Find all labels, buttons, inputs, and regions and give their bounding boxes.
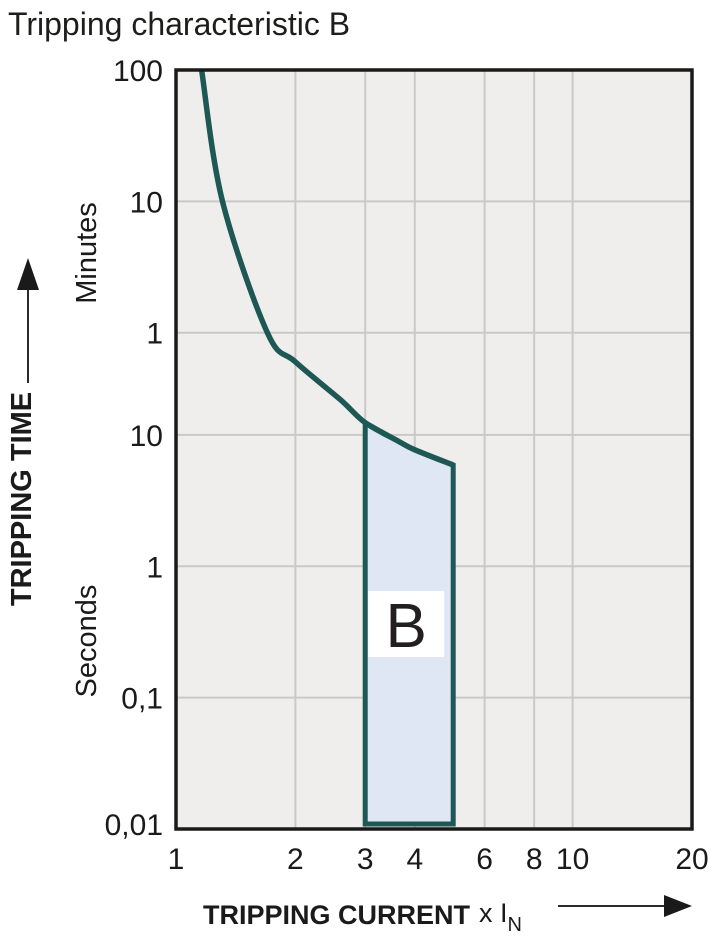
y-axis-title: TRIPPING TIME: [6, 392, 38, 606]
x-tick-label: 2: [287, 843, 304, 876]
x-tick-label: 6: [476, 843, 493, 876]
tripping-curve: [198, 69, 455, 468]
x-tick-label: 8: [526, 843, 543, 876]
y-tick-labels: 100 10 1 10 1 0,1 0,01: [105, 55, 163, 842]
plot-border: [174, 68, 694, 831]
x-tick-label: 20: [675, 843, 708, 876]
y-tick-label: 1: [146, 318, 163, 351]
y-tick-label: 10: [130, 420, 163, 453]
y-tick-label: 1: [146, 551, 163, 584]
x-tick-label: 10: [556, 843, 589, 876]
x-tick-label: 1: [168, 843, 185, 876]
y-tick-label: 0,01: [105, 809, 163, 842]
region-b-label: B: [386, 592, 427, 661]
y-band-label-seconds: Seconds: [71, 585, 103, 698]
y-tick-label: 0,1: [121, 683, 163, 716]
x-tick-label: 3: [357, 843, 374, 876]
region-b-label-box: [368, 591, 445, 657]
chart-title: Tripping characteristic B: [8, 6, 351, 42]
x-tick-label: 4: [406, 843, 423, 876]
y-band-label-minutes: Minutes: [71, 202, 103, 304]
x-axis-unit: x IN: [479, 898, 522, 936]
x-tick-labels: 1 2 3 4 6 8 10 20: [168, 843, 709, 876]
y-axis-arrow-icon: [17, 258, 39, 290]
x-axis-title: TRIPPING CURRENT: [203, 900, 471, 930]
y-tick-label: 10: [130, 186, 163, 219]
x-axis-unit-subscript: N: [508, 914, 522, 936]
y-tick-label: 100: [113, 55, 163, 88]
x-axis-arrow-icon: [664, 895, 692, 917]
